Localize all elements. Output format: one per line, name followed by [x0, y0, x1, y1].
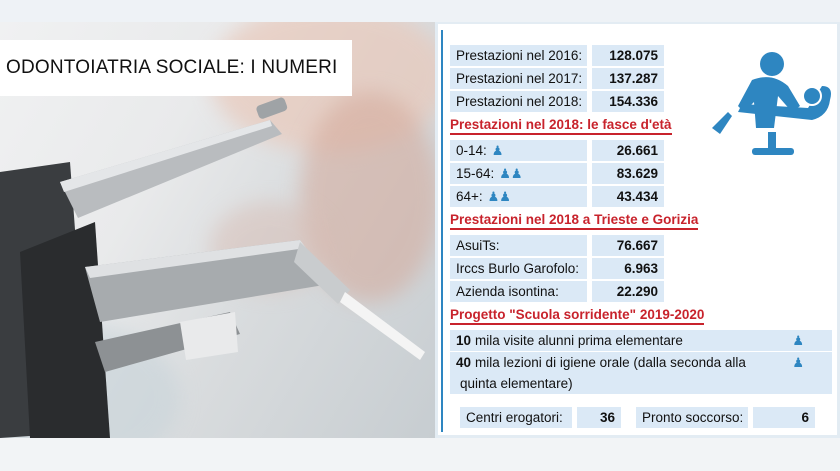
row-value: 76.667: [592, 235, 664, 256]
row-label: 64+: ♟♟: [450, 186, 587, 207]
row-label-text: 15-64:: [456, 166, 495, 181]
child-icon: ♟: [792, 354, 804, 370]
progetto-lezioni: 40 mila lezioni di igiene orale (dalla s…: [450, 352, 832, 373]
section-title-territorio: Prestazioni nel 2018 a Trieste e Gorizia: [450, 212, 699, 230]
child-icon: ♟: [792, 332, 804, 348]
row-label: Prestazioni nel 2017:: [450, 68, 587, 89]
row-label: Prestazioni nel 2018:: [450, 91, 587, 112]
row-value: 22.290: [592, 281, 664, 302]
section-title-progetto: Progetto "Scuola sorridente" 2019-2020: [450, 307, 705, 325]
row-burlo: Irccs Burlo Garofolo: 6.963: [450, 258, 664, 279]
top-strip: [0, 0, 840, 22]
row-pronto-soccorso: Pronto soccorso: 6: [636, 407, 815, 428]
row-value: 128.075: [592, 45, 664, 66]
row-value: 36: [577, 407, 621, 428]
row-label: Prestazioni nel 2016:: [450, 45, 587, 66]
row-value: 43.434: [592, 186, 664, 207]
row-value: 137.287: [592, 68, 664, 89]
dentist-chair-icon: [712, 52, 831, 155]
row-asuits: AsuiTs: 76.667: [450, 235, 664, 256]
progetto-text-cont: quinta elementare): [460, 376, 573, 391]
row-value: 83.629: [592, 163, 664, 184]
row-prestazioni-2018: Prestazioni nel 2018: 154.336: [450, 91, 664, 112]
progetto-number: 10: [456, 333, 472, 348]
row-label: Pronto soccorso:: [636, 407, 748, 428]
progetto-text: mila visite alunni prima elementare: [475, 333, 683, 348]
progetto-visite: 10 mila visite alunni prima elementare ♟: [450, 330, 832, 351]
row-label-text: 64+:: [456, 189, 483, 204]
row-value: 26.661: [592, 140, 664, 161]
child-icon: ♟: [491, 142, 504, 158]
row-fascia-0-14: 0-14: ♟ 26.661: [450, 140, 664, 161]
row-value: 6: [753, 407, 815, 428]
row-fascia-64-plus: 64+: ♟♟ 43.434: [450, 186, 664, 207]
row-label: AsuiTs:: [450, 235, 587, 256]
elderly-icon: ♟♟: [487, 188, 511, 204]
adults-icon: ♟♟: [499, 165, 523, 181]
row-isontina: Azienda isontina: 22.290: [450, 281, 664, 302]
row-label: 15-64: ♟♟: [450, 163, 587, 184]
progetto-number: 40: [456, 355, 472, 370]
row-label-text: 0-14:: [456, 143, 487, 158]
row-value: 6.963: [592, 258, 664, 279]
progetto-lezioni-cont: quinta elementare): [450, 373, 832, 394]
row-label: Azienda isontina:: [450, 281, 587, 302]
panel-divider: [441, 30, 443, 432]
row-label: 0-14: ♟: [450, 140, 587, 161]
row-label: Irccs Burlo Garofolo:: [450, 258, 587, 279]
row-centri-erogatori: Centri erogatori: 36: [460, 407, 621, 428]
section-title-fasce: Prestazioni nel 2018: le fasce d'età: [450, 117, 672, 135]
row-prestazioni-2017: Prestazioni nel 2017: 137.287: [450, 68, 664, 89]
row-value: 154.336: [592, 91, 664, 112]
row-label: Centri erogatori:: [460, 407, 572, 428]
row-fascia-15-64: 15-64: ♟♟ 83.629: [450, 163, 664, 184]
dental-tools-photo: ODONTOIATRIA SOCIALE: I NUMERI: [0, 22, 435, 438]
bottom-strip: [0, 438, 840, 471]
headline: ODONTOIATRIA SOCIALE: I NUMERI: [0, 40, 352, 96]
row-prestazioni-2016: Prestazioni nel 2016: 128.075: [450, 45, 664, 66]
progetto-text: mila lezioni di igiene orale (dalla seco…: [475, 355, 746, 370]
dental-instruments-illustration: [0, 97, 425, 438]
